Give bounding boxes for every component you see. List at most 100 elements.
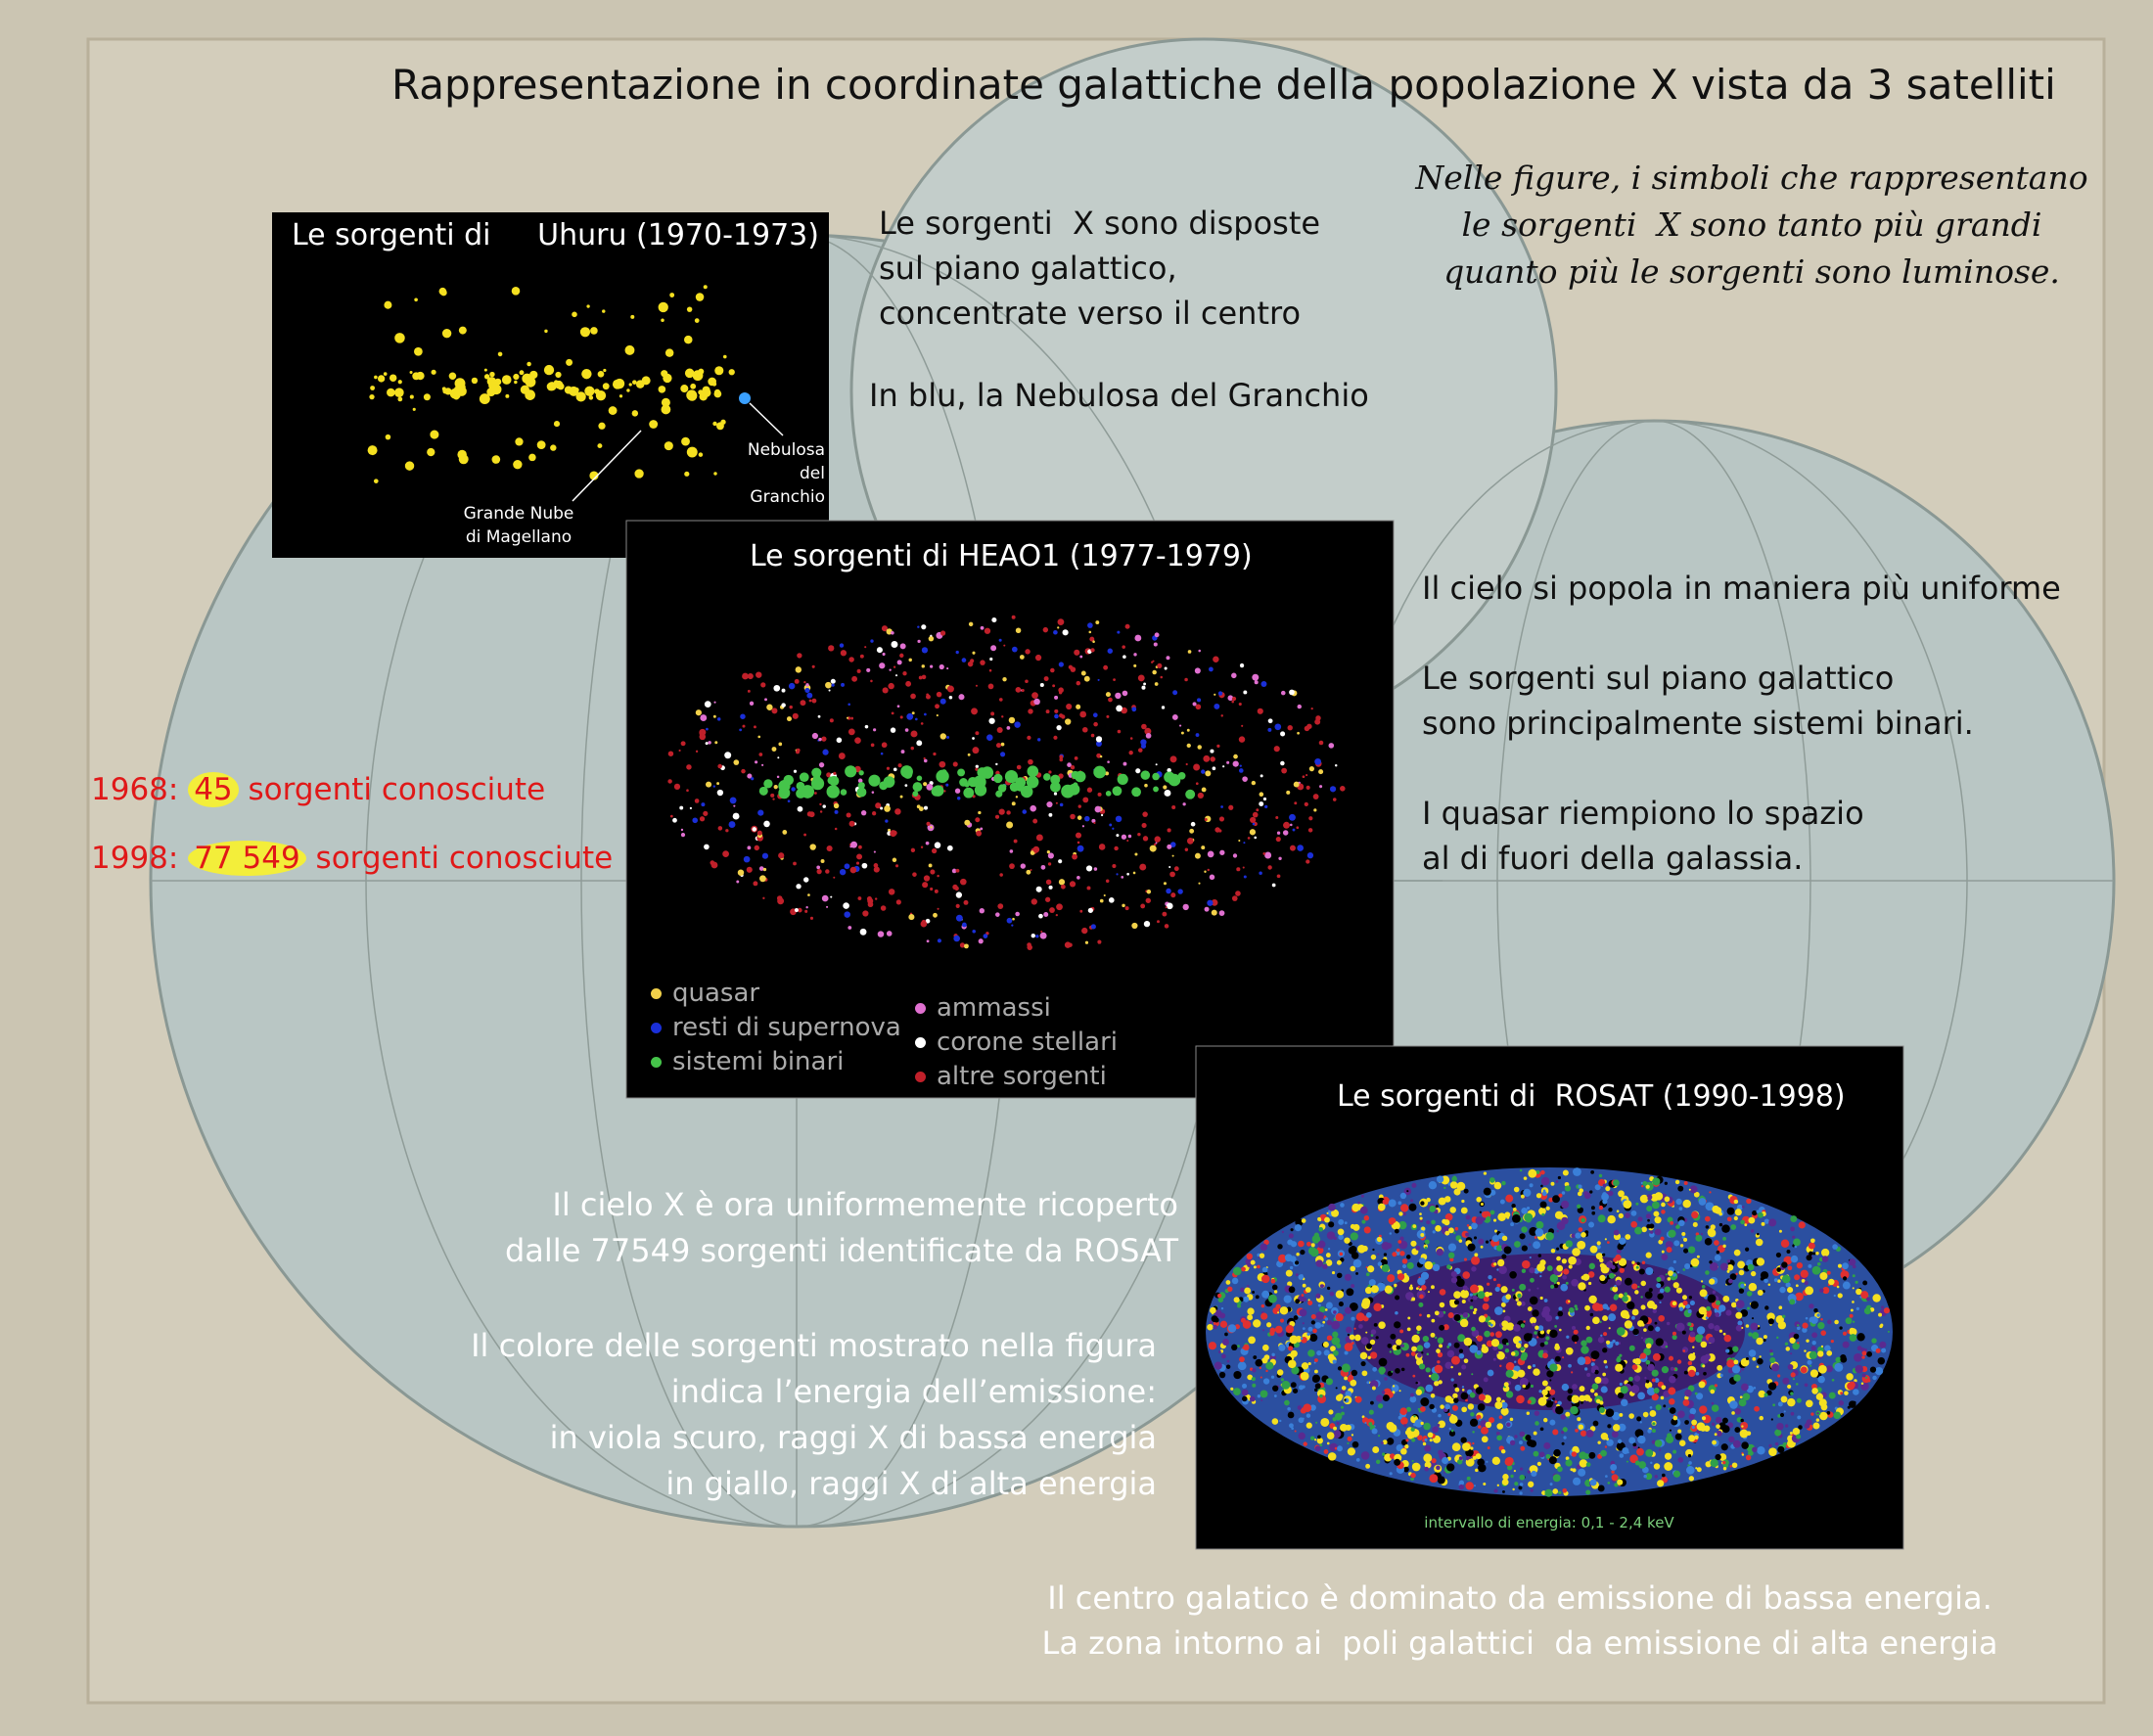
source-dot	[1487, 1282, 1490, 1286]
source-dot	[1337, 1366, 1343, 1371]
source-dot	[964, 943, 969, 949]
source-dot	[1259, 1253, 1265, 1258]
source-dot	[1644, 1376, 1647, 1380]
source-dot	[519, 370, 525, 376]
text: Le sorgenti di Uhuru (1970-1973)	[292, 218, 819, 252]
source-dot	[1875, 1348, 1881, 1353]
text: Grande Nube	[463, 504, 574, 524]
source-dot	[1797, 1342, 1800, 1345]
source-dot	[1300, 1274, 1304, 1277]
source-dot	[1022, 809, 1028, 814]
source-dot	[1430, 1393, 1436, 1398]
source-dot	[1714, 1255, 1721, 1261]
source-dot	[1666, 1435, 1674, 1443]
source-dot	[1406, 1261, 1414, 1269]
source-dot	[1532, 1309, 1539, 1317]
source-dot	[1695, 1467, 1698, 1470]
source-dot	[923, 875, 931, 882]
count-year: 1968:	[91, 772, 179, 807]
source-dot	[887, 828, 892, 832]
source-dot	[1796, 1327, 1800, 1330]
source-dot	[1615, 1341, 1620, 1346]
source-dot	[1796, 1262, 1804, 1269]
source-dot	[933, 912, 938, 918]
source-dot	[1384, 1285, 1393, 1294]
source-dot	[1631, 1283, 1638, 1290]
source-dot	[1883, 1307, 1891, 1314]
source-dot	[1837, 1263, 1842, 1268]
source-dot	[1540, 1169, 1545, 1175]
source-dot	[978, 938, 984, 944]
source-dot	[1598, 1205, 1604, 1211]
source-dot	[773, 684, 781, 692]
source-dot	[1301, 1218, 1306, 1223]
source-dot	[1556, 1256, 1561, 1261]
source-dot	[926, 783, 934, 791]
source-dot	[602, 309, 606, 313]
source-dot	[910, 730, 918, 738]
source-dot	[1718, 1453, 1727, 1461]
source-dot	[1542, 1305, 1551, 1314]
source-dot	[1392, 1252, 1397, 1257]
source-dot	[1463, 1337, 1473, 1347]
source-dot	[1252, 1368, 1257, 1373]
source-dot	[1787, 1384, 1792, 1390]
source-dot	[1208, 1342, 1217, 1350]
source-dot	[1000, 752, 1006, 757]
source-dot	[1734, 1427, 1741, 1434]
source-dot	[1661, 1250, 1665, 1254]
source-dot	[1280, 1378, 1284, 1382]
source-dot	[871, 791, 875, 794]
text: La zona intorno ai poli galattici da emi…	[1041, 1624, 1998, 1662]
source-dot	[1613, 1229, 1620, 1236]
source-dot	[847, 926, 852, 930]
source-dot	[1674, 1433, 1682, 1440]
source-dot	[1519, 1283, 1527, 1291]
source-dot	[1790, 1392, 1794, 1395]
source-dot	[1599, 1400, 1604, 1405]
source-dot	[1218, 1371, 1226, 1379]
source-dot	[1313, 808, 1317, 812]
source-dot	[1618, 1293, 1624, 1299]
source-dot	[1603, 1332, 1608, 1337]
source-dot	[1210, 749, 1214, 754]
source-dot	[1210, 1306, 1216, 1314]
source-dot	[1389, 1232, 1393, 1235]
source-dot	[900, 750, 905, 754]
source-dot	[1092, 712, 1098, 718]
source-dot	[1630, 1384, 1640, 1393]
source-dot	[1277, 1244, 1283, 1250]
source-dot	[1766, 1390, 1772, 1396]
source-dot	[1243, 690, 1248, 695]
source-dot	[1706, 1312, 1712, 1318]
source-dot	[1417, 1285, 1420, 1289]
source-dot	[899, 643, 906, 650]
source-dot	[1134, 634, 1142, 642]
source-dot	[1510, 1222, 1515, 1227]
source-dot	[1580, 1232, 1586, 1238]
source-dot	[1288, 1286, 1296, 1294]
source-dot	[1001, 784, 1007, 790]
source-dot	[1741, 1383, 1749, 1392]
source-dot	[1756, 1337, 1764, 1346]
source-dot	[1086, 787, 1093, 793]
source-dot	[1600, 1334, 1603, 1337]
source-dot	[1372, 1248, 1375, 1252]
source-dot	[1626, 1460, 1628, 1463]
source-dot	[1076, 704, 1081, 709]
source-dot	[989, 657, 993, 662]
source-dot	[624, 344, 635, 355]
source-dot	[1070, 764, 1076, 770]
source-dot	[1461, 1406, 1468, 1413]
source-dot	[912, 791, 919, 798]
source-dot	[1606, 1439, 1614, 1446]
source-dot	[1472, 1431, 1475, 1434]
source-dot	[1586, 1372, 1591, 1378]
source-dot	[1351, 1440, 1359, 1448]
source-dot	[1729, 1465, 1733, 1468]
source-dot	[1100, 813, 1104, 817]
source-dot	[1365, 1343, 1373, 1349]
source-dot	[1655, 1326, 1661, 1332]
source-dot	[1336, 1272, 1343, 1279]
source-dot	[1289, 845, 1296, 851]
